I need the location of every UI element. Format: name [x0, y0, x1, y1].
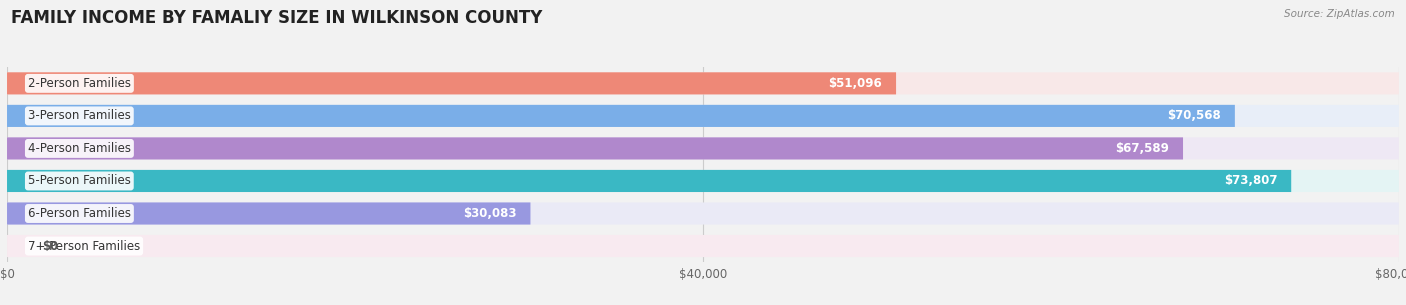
Text: $0: $0	[42, 239, 58, 253]
FancyBboxPatch shape	[7, 203, 1399, 224]
FancyBboxPatch shape	[7, 235, 1399, 257]
Text: $67,589: $67,589	[1115, 142, 1170, 155]
FancyBboxPatch shape	[7, 105, 1234, 127]
FancyBboxPatch shape	[7, 203, 530, 224]
FancyBboxPatch shape	[7, 137, 1182, 160]
Text: 4-Person Families: 4-Person Families	[28, 142, 131, 155]
FancyBboxPatch shape	[7, 170, 1399, 192]
Text: Source: ZipAtlas.com: Source: ZipAtlas.com	[1284, 9, 1395, 19]
Text: 3-Person Families: 3-Person Families	[28, 109, 131, 122]
FancyBboxPatch shape	[7, 137, 1399, 160]
Text: 2-Person Families: 2-Person Families	[28, 77, 131, 90]
Text: $51,096: $51,096	[828, 77, 882, 90]
Text: FAMILY INCOME BY FAMALIY SIZE IN WILKINSON COUNTY: FAMILY INCOME BY FAMALIY SIZE IN WILKINS…	[11, 9, 543, 27]
Text: 7+ Person Families: 7+ Person Families	[28, 239, 141, 253]
Text: $30,083: $30,083	[463, 207, 516, 220]
Text: $70,568: $70,568	[1167, 109, 1220, 122]
Text: 5-Person Families: 5-Person Families	[28, 174, 131, 188]
Text: 6-Person Families: 6-Person Families	[28, 207, 131, 220]
FancyBboxPatch shape	[7, 170, 1291, 192]
FancyBboxPatch shape	[7, 72, 1399, 95]
Text: $73,807: $73,807	[1223, 174, 1277, 188]
FancyBboxPatch shape	[7, 72, 896, 95]
FancyBboxPatch shape	[7, 105, 1399, 127]
